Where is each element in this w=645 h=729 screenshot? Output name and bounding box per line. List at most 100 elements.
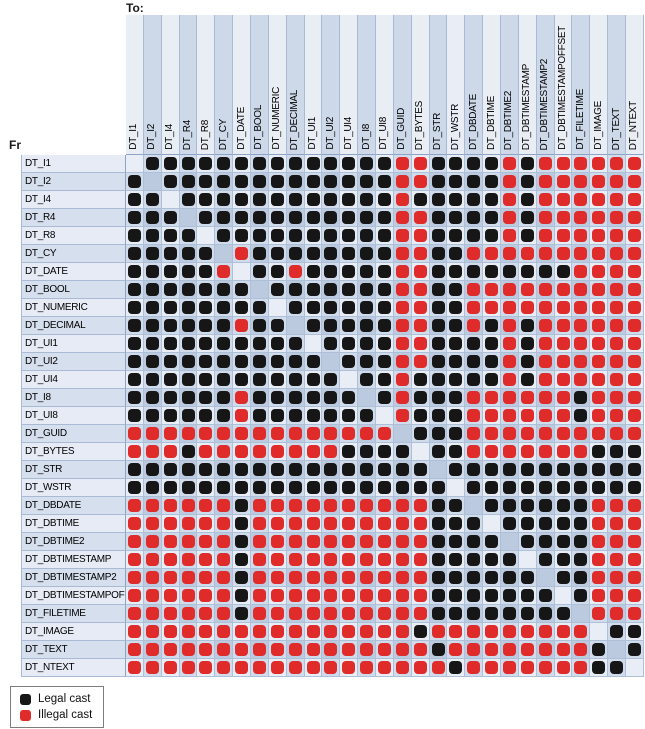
legal-dot — [431, 319, 445, 332]
cell-DT_WSTR-to-DT_I8 — [358, 479, 377, 497]
cell-DT_IMAGE-to-DT_BOOL — [251, 623, 269, 641]
legal-dot — [520, 337, 534, 350]
legal-dot — [449, 229, 463, 242]
legal-dot — [252, 481, 266, 494]
illegal-dot — [502, 193, 516, 206]
cell-DT_I2-to-DT_TEXT — [608, 173, 627, 191]
illegal-dot — [395, 499, 409, 512]
illegal-dot — [538, 157, 552, 170]
illegal-dot — [395, 355, 409, 368]
illegal-dot — [127, 517, 141, 530]
cell-DT_DBTIMESTAMP-to-DT_I2 — [143, 551, 162, 569]
legal-dot — [431, 481, 445, 494]
legal-dot — [145, 355, 159, 368]
illegal-dot — [127, 589, 141, 602]
cell-DT_UI2-to-DT_R8 — [197, 353, 216, 371]
cell-DT_TEXT-to-DT_FILETIME — [572, 641, 591, 659]
cell-DT_DATE-to-DT_NUMERIC — [268, 263, 287, 281]
cell-DT_FILETIME-to-DT_DECIMAL — [286, 605, 305, 623]
legal-dot — [199, 211, 213, 224]
legal-dot — [288, 157, 302, 170]
illegal-dot — [145, 499, 159, 512]
cell-DT_UI2-to-DT_NTEXT — [626, 353, 644, 371]
cell-DT_FILETIME-to-DT_IMAGE — [590, 605, 609, 623]
legal-dot — [413, 373, 427, 386]
legal-dot — [145, 247, 159, 260]
cell-DT_UI8-to-DT_DBTIME — [483, 407, 502, 425]
cell-DT_WSTR-to-DT_I4 — [161, 479, 180, 497]
cell-DT_BYTES-to-DT_NTEXT — [626, 443, 644, 461]
illegal-dot — [413, 553, 427, 566]
illegal-dot — [574, 643, 588, 656]
cell-DT_I4-to-DT_I4 — [161, 191, 180, 209]
cell-DT_DBTIME2-to-DT_BOOL — [251, 533, 269, 551]
legal-dot — [306, 355, 320, 368]
cell-DT_DBTIMESTAMP2-to-DT_I8 — [358, 569, 377, 587]
cell-DT_I2-to-DT_I4 — [161, 173, 180, 191]
legal-dot — [574, 589, 588, 602]
legal-dot — [217, 391, 231, 404]
legal-dot — [342, 283, 356, 296]
legal-dot — [181, 193, 195, 206]
cell-DT_BOOL-to-DT_BYTES — [411, 281, 430, 299]
legal-dot — [538, 481, 552, 494]
illegal-dot — [610, 517, 624, 530]
legal-dot — [252, 319, 266, 332]
cell-DT_BYTES-to-DT_CY — [215, 443, 234, 461]
legal-dot — [574, 571, 588, 584]
cell-DT_UI1-to-DT_DBTIME — [483, 335, 502, 353]
cell-DT_STR-to-DT_NTEXT — [626, 461, 644, 479]
legal-dot — [306, 319, 320, 332]
cell-DT_BOOL-to-DT_UI8 — [376, 281, 394, 299]
cell-DT_DBDATE-to-DT_DBDATE — [465, 497, 484, 515]
cell-DT_DBTIME-to-DT_BYTES — [411, 515, 430, 533]
illegal-dot — [270, 589, 284, 602]
cell-DT_DBDATE-to-DT_IMAGE — [590, 497, 609, 515]
cell-DT_NUMERIC-to-DT_I4 — [161, 299, 180, 317]
illegal-dot — [217, 661, 231, 674]
cell-DT_BYTES-to-DT_I8 — [358, 443, 377, 461]
cell-DT_DBDATE-to-DT_CY — [215, 497, 234, 515]
cell-DT_DBTIME-to-DT_UI8 — [376, 515, 394, 533]
legal-dot — [467, 175, 481, 188]
legal-dot — [449, 247, 463, 260]
legal-dot — [235, 373, 249, 386]
cell-DT_DBTIME2-to-DT_UI8 — [376, 533, 394, 551]
legal-dot — [502, 589, 516, 602]
illegal-dot — [610, 265, 624, 278]
cell-DT_DBTIMESTAMP-to-DT_BYTES — [411, 551, 430, 569]
cell-DT_R4-to-DT_DBTIMESTAMPOFFSET — [554, 209, 573, 227]
legal-dot — [413, 427, 427, 440]
legal-dot — [127, 463, 141, 476]
illegal-dot — [395, 175, 409, 188]
illegal-dot — [163, 571, 177, 584]
cell-DT_WSTR-to-DT_GUID — [393, 479, 412, 497]
cell-DT_DBTIMESTAMP2-to-DT_DBDATE — [465, 569, 484, 587]
illegal-dot — [502, 283, 516, 296]
illegal-dot — [377, 625, 391, 638]
legal-dot — [520, 463, 534, 476]
illegal-dot — [592, 373, 606, 386]
cell-DT_DBTIMESTAMP-to-DT_R8 — [197, 551, 216, 569]
legal-dot — [520, 607, 534, 620]
illegal-dot — [413, 229, 427, 242]
cell-DT_NUMERIC-to-DT_BOOL — [251, 299, 269, 317]
legal-dot — [592, 643, 606, 656]
illegal-dot — [592, 607, 606, 620]
row-label-DT_BOOL: DT_BOOL — [21, 281, 126, 299]
cell-DT_IMAGE-to-DT_I8 — [358, 623, 377, 641]
cell-DT_NTEXT-to-DT_UI8 — [376, 659, 394, 677]
cell-DT_TEXT-to-DT_UI4 — [340, 641, 359, 659]
legal-dot — [324, 247, 338, 260]
cell-DT_CY-to-DT_NTEXT — [626, 245, 644, 263]
cell-DT_I2-to-DT_DBTIME — [483, 173, 502, 191]
cell-DT_I1-to-DT_UI4 — [340, 155, 359, 173]
legal-dot — [360, 157, 374, 170]
cell-DT_WSTR-to-DT_NTEXT — [626, 479, 644, 497]
row-label-DT_DBTIMESTAMPOFFSET: DT_DBTIMESTAMPOFFSET — [21, 587, 126, 605]
legal-dot — [574, 499, 588, 512]
legal-dot — [217, 463, 231, 476]
cell-DT_I1-to-DT_DBTIMESTAMPOFFSET — [554, 155, 573, 173]
cell-DT_NUMERIC-to-DT_R4 — [179, 299, 198, 317]
cell-DT_DBTIMESTAMP-to-DT_STR — [429, 551, 448, 569]
